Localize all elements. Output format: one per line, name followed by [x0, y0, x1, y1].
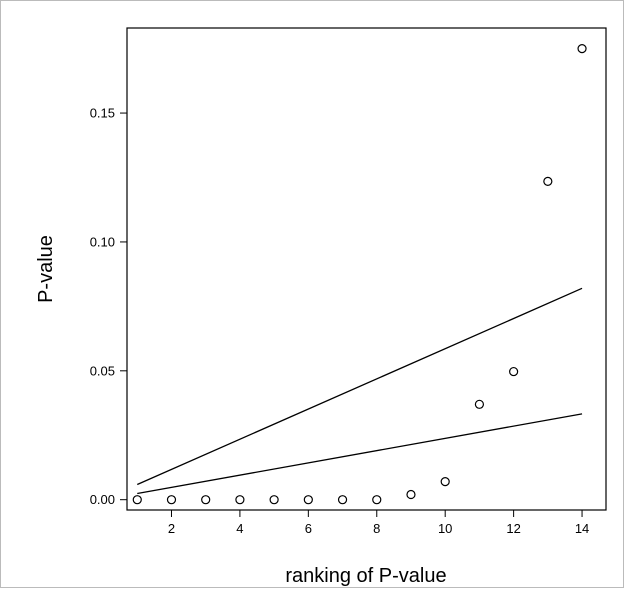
- data-point: [577, 44, 587, 54]
- data-point: [269, 495, 279, 505]
- data-point: [372, 495, 382, 505]
- y-axis-title: P-value: [35, 235, 57, 303]
- y-tick-label: 0.05: [90, 363, 115, 378]
- x-tick-label: 4: [236, 521, 243, 536]
- x-axis: 2 4 6 8 10 12 14: [168, 510, 589, 536]
- data-point: [406, 489, 416, 500]
- reference-line-2: [137, 413, 583, 495]
- data-point: [132, 495, 142, 505]
- reference-lines: [137, 287, 583, 495]
- x-tick-label: 8: [373, 521, 380, 536]
- reference-line-1: [137, 287, 583, 486]
- y-tick-label: 0.00: [90, 492, 115, 507]
- x-tick-label: 14: [575, 521, 589, 536]
- y-tick-label: 0.15: [90, 106, 115, 121]
- x-tick-label: 2: [168, 521, 175, 536]
- data-point: [474, 399, 485, 409]
- x-tick-label: 6: [305, 521, 312, 536]
- data-point: [303, 495, 313, 505]
- y-tick-label: 0.10: [90, 234, 115, 249]
- data-point: [543, 176, 553, 186]
- data-point: [440, 477, 450, 487]
- plot-area: [126, 27, 607, 511]
- data-point: [509, 366, 519, 377]
- data-point: [166, 495, 177, 505]
- x-tick-label: 12: [506, 521, 520, 536]
- x-axis-title: ranking of P-value: [285, 565, 446, 587]
- data-point: [201, 495, 211, 505]
- data-point: [337, 495, 348, 505]
- x-tick-label: 10: [438, 521, 452, 536]
- y-axis: 0.00 0.05 0.10 0.15: [90, 106, 127, 507]
- data-point: [235, 495, 245, 505]
- data-points: [132, 44, 587, 505]
